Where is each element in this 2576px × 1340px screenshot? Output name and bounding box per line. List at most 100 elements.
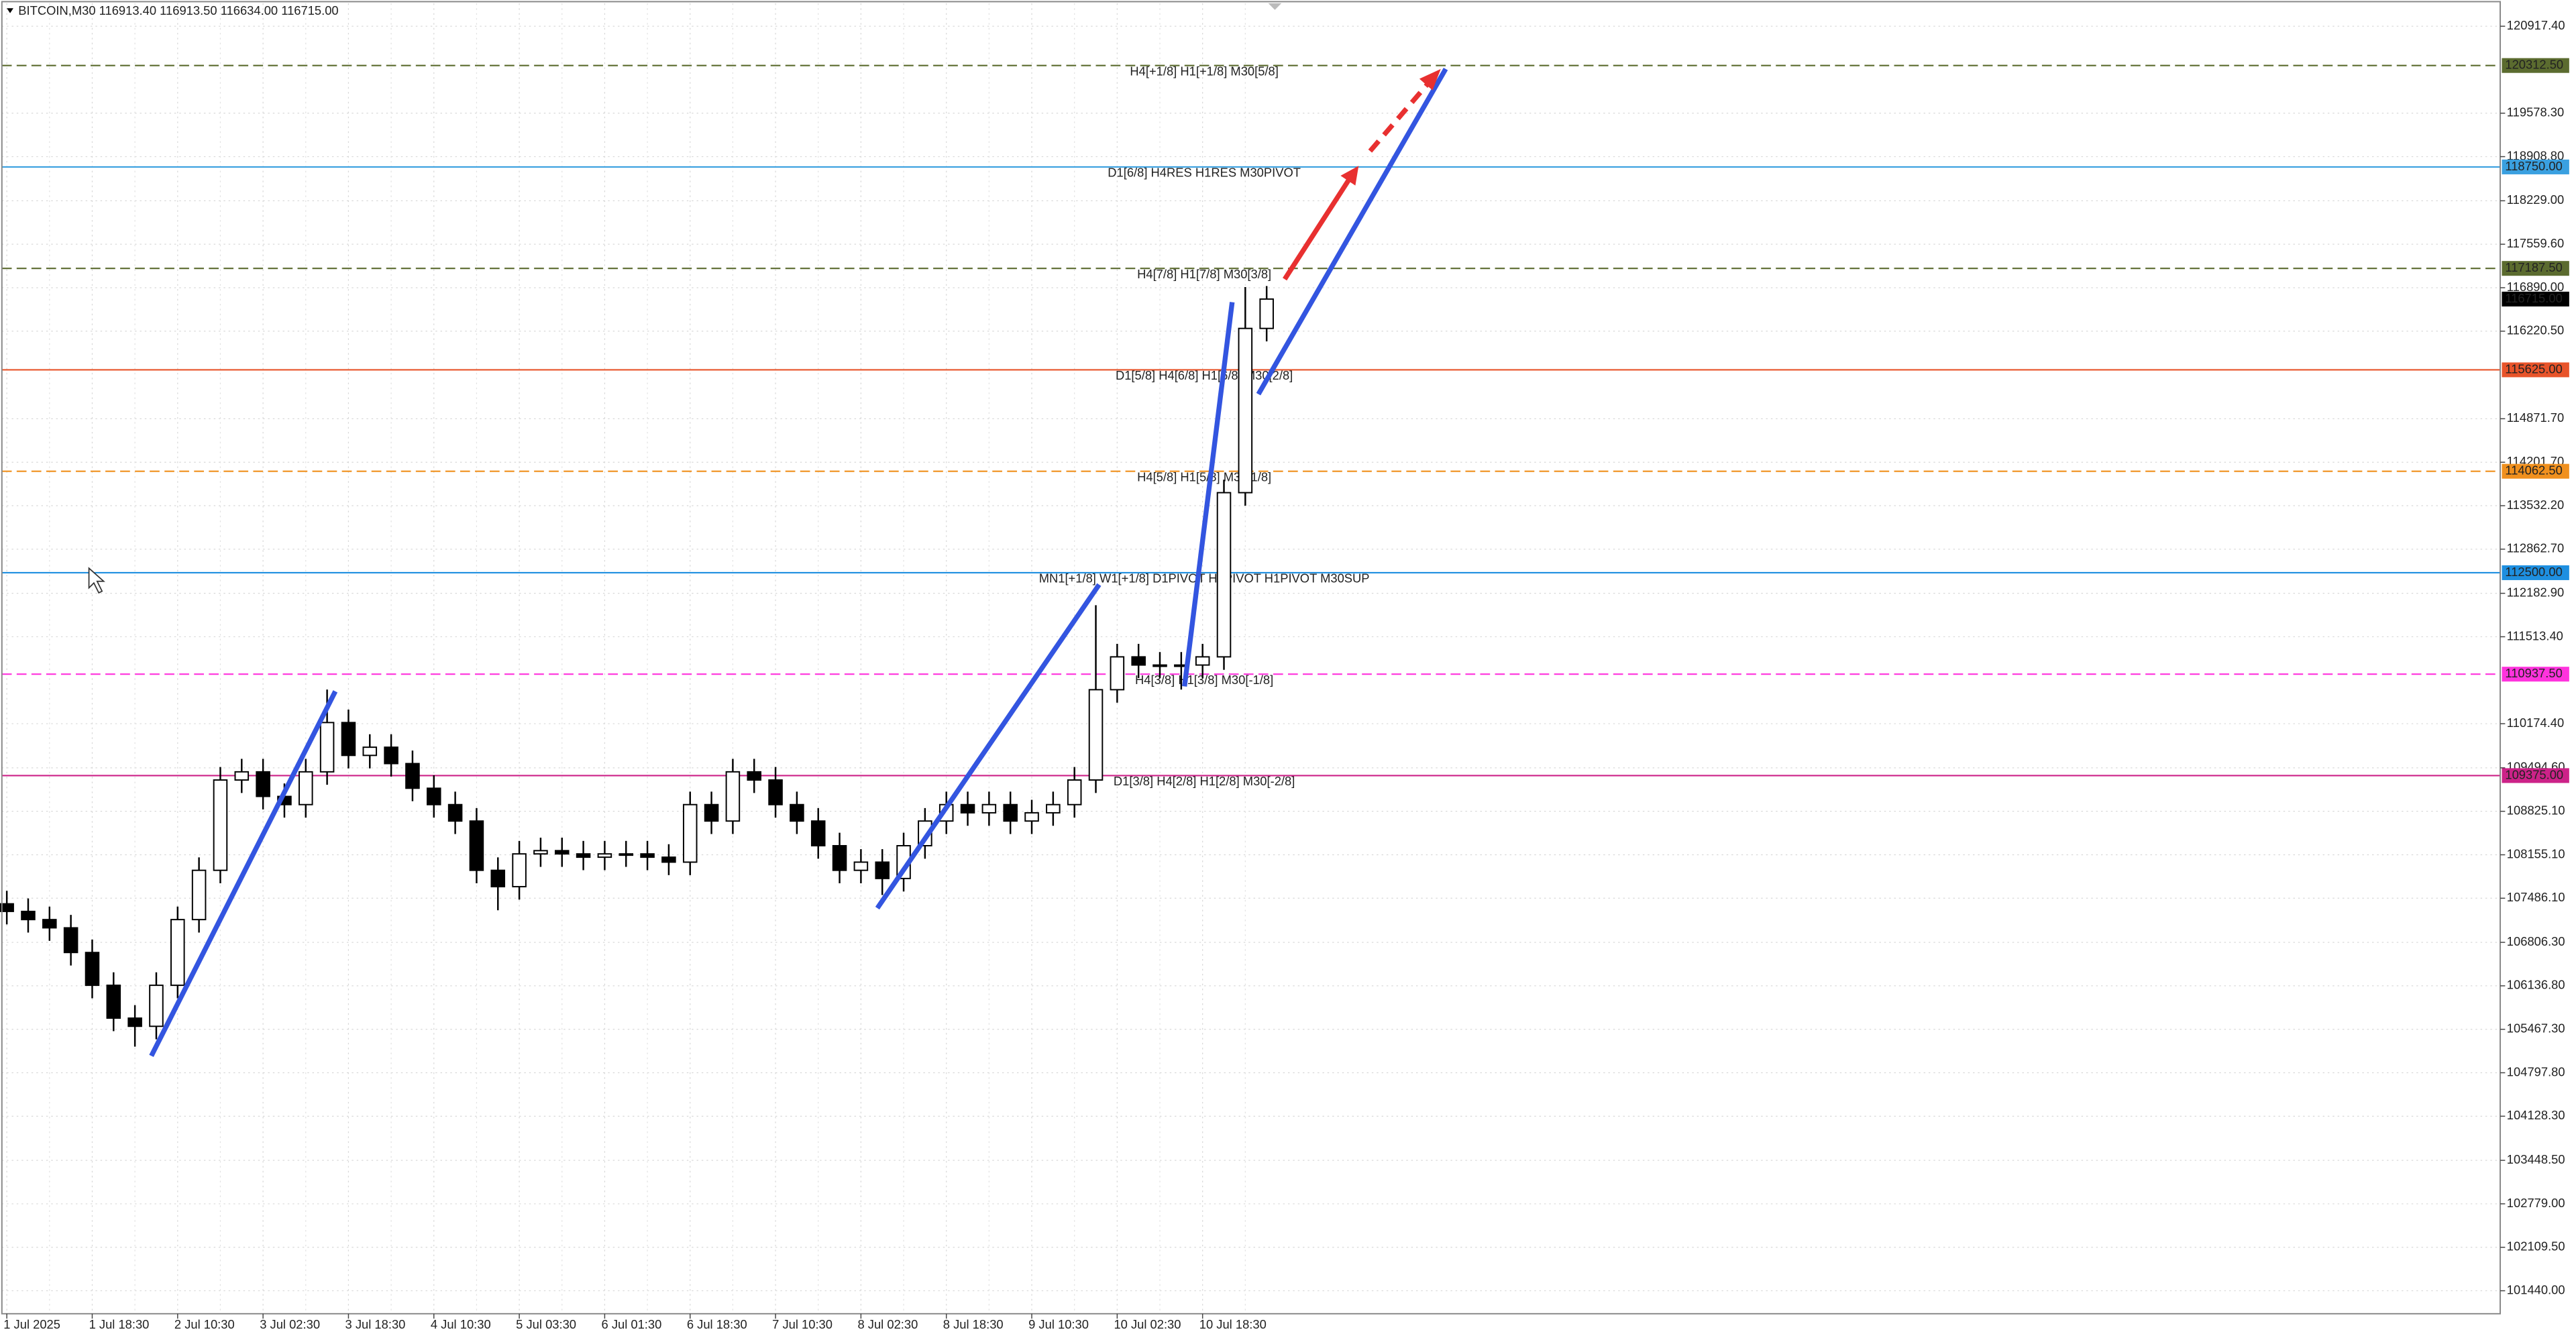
price-tag-label: 112500.00 bbox=[2505, 565, 2562, 579]
y-tick-label: 101440.00 bbox=[2507, 1282, 2565, 1296]
candle-body bbox=[853, 861, 869, 871]
trend-line bbox=[149, 690, 338, 1058]
candle-body bbox=[362, 746, 378, 757]
price-tag bbox=[2502, 58, 2569, 73]
candle-body bbox=[256, 771, 270, 797]
y-tick-label: 107486.10 bbox=[2507, 890, 2565, 904]
candle-body bbox=[640, 853, 655, 858]
level-text: H4[3/8] H1[3/8] M30[-1/8] bbox=[1135, 673, 1273, 687]
arrow-head bbox=[1340, 166, 1359, 186]
candle-body bbox=[405, 763, 420, 789]
candle-body bbox=[299, 771, 313, 805]
drawings bbox=[88, 3, 1448, 1058]
y-tick-label: 108155.10 bbox=[2507, 846, 2565, 860]
candle-body bbox=[832, 845, 847, 871]
candle-body bbox=[191, 869, 207, 921]
candle-body bbox=[1088, 689, 1104, 781]
price-tag-label: 120312.50 bbox=[2505, 58, 2563, 72]
plot-frame bbox=[1, 1, 2501, 1315]
y-tick-label: 116220.50 bbox=[2507, 323, 2564, 337]
candle-body bbox=[0, 903, 14, 912]
level-text: MN1[+1/8] W1[+1/8] D1PIVOT H4PIVOT H1PIV… bbox=[1039, 571, 1370, 585]
x-tick-label: 1 Jul 18:30 bbox=[89, 1317, 150, 1331]
candle-body bbox=[533, 850, 548, 855]
x-tick-label: 8 Jul 02:30 bbox=[857, 1317, 918, 1331]
cursor bbox=[88, 567, 105, 594]
y-tick-label: 102109.50 bbox=[2507, 1239, 2565, 1253]
price-tag bbox=[2502, 362, 2569, 378]
candle-body bbox=[1216, 492, 1232, 658]
candle-body bbox=[1238, 327, 1253, 494]
candle-body bbox=[875, 861, 890, 879]
level-text: H4[5/8] H1[5/8] M30[1/8] bbox=[1137, 469, 1271, 484]
x-tick-label: 6 Jul 01:30 bbox=[602, 1317, 662, 1331]
x-tick-label: 3 Jul 02:30 bbox=[260, 1317, 320, 1331]
price-tag-label: 115625.00 bbox=[2505, 361, 2562, 376]
x-tick-label: 6 Jul 18:30 bbox=[687, 1317, 747, 1331]
candle-body bbox=[426, 787, 441, 805]
candle-body bbox=[1046, 803, 1061, 814]
price-tag bbox=[2502, 768, 2569, 783]
price-tag bbox=[2502, 261, 2569, 276]
trend-line bbox=[1182, 302, 1235, 687]
y-tick-label: 112182.90 bbox=[2507, 585, 2564, 599]
candle-body bbox=[682, 803, 698, 863]
candle-body bbox=[447, 803, 463, 822]
arrow-line bbox=[1368, 80, 1432, 153]
candle-body bbox=[85, 952, 100, 987]
y-tick-label: 103448.50 bbox=[2507, 1152, 2565, 1166]
x-tick-label: 9 Jul 10:30 bbox=[1028, 1317, 1089, 1331]
trend-line bbox=[1256, 68, 1448, 396]
y-tick-label: 113532.20 bbox=[2507, 498, 2564, 512]
candle-body bbox=[127, 1017, 142, 1027]
y-tick-label: 102779.00 bbox=[2507, 1196, 2565, 1210]
candle-body bbox=[576, 853, 591, 858]
candle-body bbox=[170, 919, 185, 987]
y-tick-label: 105467.30 bbox=[2507, 1021, 2565, 1036]
candle-body bbox=[554, 850, 570, 855]
candle-body bbox=[21, 910, 36, 921]
arrow-line bbox=[1283, 176, 1353, 281]
chart-title: BITCOIN,M30 116913.40 116913.50 116634.0… bbox=[18, 3, 338, 17]
candle-body bbox=[384, 746, 398, 765]
candle-body bbox=[1024, 812, 1039, 822]
candle-body bbox=[63, 927, 78, 954]
level-text: H4[+1/8] H1[+1/8] M30[5/8] bbox=[1130, 64, 1278, 78]
level-text: H4[7/8] H1[7/8] M30[3/8] bbox=[1137, 267, 1271, 281]
candle-body bbox=[1003, 803, 1018, 822]
y-tick-label: 114871.70 bbox=[2507, 410, 2564, 425]
y-tick-label: 108825.10 bbox=[2507, 803, 2565, 818]
level-text: D1[6/8] H4RES H1RES M30PIVOT bbox=[1108, 166, 1301, 180]
candle-body bbox=[1259, 298, 1274, 329]
price-tag-label: 116715.00 bbox=[2505, 291, 2562, 305]
candle-body bbox=[213, 779, 228, 871]
y-tick-label: 118908.80 bbox=[2507, 148, 2564, 162]
candle-body bbox=[960, 803, 975, 814]
price-tag bbox=[2502, 565, 2569, 580]
price-tag-label: 114062.50 bbox=[2505, 463, 2562, 478]
candle-body bbox=[341, 722, 356, 757]
candle-body bbox=[747, 771, 762, 781]
grid bbox=[1, 3, 2501, 1314]
y-tick-label: 117559.60 bbox=[2507, 236, 2564, 250]
x-tick-label: 10 Jul 18:30 bbox=[1199, 1317, 1267, 1331]
price-tag bbox=[2502, 159, 2569, 174]
axes: 120917.40 119578.30 118908.80 118229.00 1175… bbox=[3, 18, 2569, 1331]
arrow-head bbox=[1419, 68, 1441, 91]
y-tick-label: 120917.40 bbox=[2507, 18, 2565, 32]
price-tag bbox=[2502, 463, 2569, 479]
candle-body bbox=[469, 820, 484, 871]
y-tick-label: 118229.00 bbox=[2507, 192, 2564, 207]
candle-body bbox=[810, 820, 826, 846]
x-tick-label: 7 Jul 10:30 bbox=[772, 1317, 833, 1331]
menu-marker bbox=[7, 8, 13, 13]
candle-body bbox=[42, 919, 57, 929]
candle-body bbox=[234, 771, 250, 781]
trend-line bbox=[875, 583, 1102, 910]
price-tag-label: 109375.00 bbox=[2505, 767, 2563, 781]
candle-body bbox=[1110, 656, 1125, 691]
candle-body bbox=[1195, 656, 1210, 666]
candle-body bbox=[319, 722, 335, 773]
